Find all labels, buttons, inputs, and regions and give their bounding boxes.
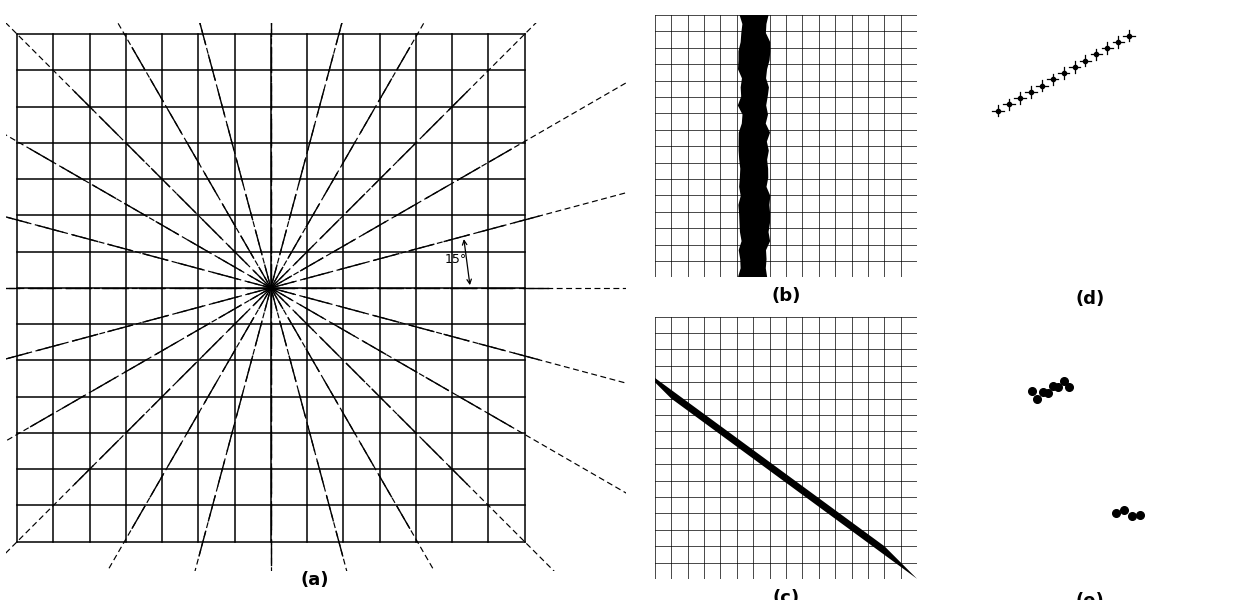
Polygon shape bbox=[639, 366, 918, 579]
Polygon shape bbox=[954, 316, 1226, 435]
Text: (a): (a) bbox=[300, 571, 329, 589]
Text: (d): (d) bbox=[1075, 290, 1105, 308]
Text: (c): (c) bbox=[773, 589, 800, 600]
Text: 15°: 15° bbox=[445, 253, 467, 266]
Polygon shape bbox=[738, 15, 770, 277]
Text: (e): (e) bbox=[1075, 592, 1105, 600]
Polygon shape bbox=[956, 486, 1223, 554]
Polygon shape bbox=[997, 145, 1223, 192]
Polygon shape bbox=[951, 16, 1149, 146]
Text: (b): (b) bbox=[771, 287, 801, 305]
